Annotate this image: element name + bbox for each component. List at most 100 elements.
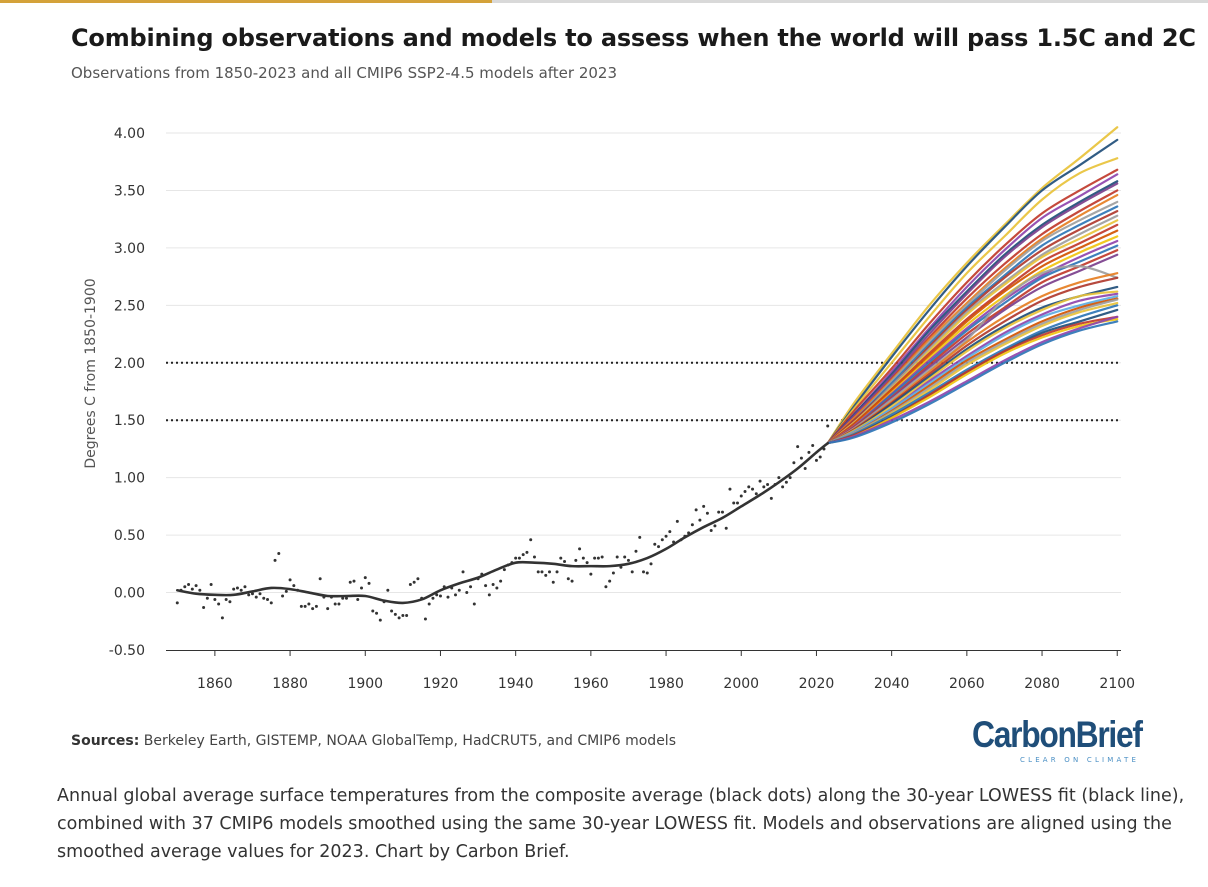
observation-dot bbox=[525, 550, 529, 554]
model-series-line bbox=[826, 265, 1119, 445]
observation-dot bbox=[566, 577, 570, 581]
carbon-brief-logo[interactable]: CarbonBrief CLEAR ON CLIMATE bbox=[972, 714, 1143, 766]
observation-dot bbox=[348, 580, 352, 584]
observation-dot bbox=[390, 609, 394, 613]
observation-dot bbox=[311, 607, 315, 611]
observation-dot bbox=[438, 594, 442, 598]
observation-dot bbox=[352, 579, 356, 583]
observation-dot bbox=[213, 597, 217, 601]
observation-dot bbox=[555, 570, 559, 574]
observation-dot bbox=[318, 577, 322, 581]
observation-dot bbox=[341, 596, 345, 600]
observation-dot bbox=[408, 583, 412, 587]
observation-dot bbox=[788, 476, 792, 480]
x-tick-label: 1940 bbox=[498, 676, 534, 692]
observation-dot bbox=[472, 602, 476, 606]
observation-dot bbox=[262, 596, 266, 600]
observation-dot bbox=[457, 588, 461, 592]
figure-caption: Annual global average surface temperatur… bbox=[57, 786, 1185, 862]
observation-dot bbox=[653, 542, 657, 546]
observation-dot bbox=[690, 523, 694, 527]
observation-dot bbox=[371, 609, 375, 613]
observation-dot bbox=[487, 593, 491, 597]
observation-dot bbox=[529, 538, 533, 542]
top-bar bbox=[0, 0, 1208, 3]
observation-dot bbox=[751, 487, 755, 491]
observation-dot bbox=[593, 556, 597, 560]
observation-dot bbox=[288, 578, 292, 582]
observation-dot bbox=[273, 558, 277, 562]
observation-dot bbox=[544, 573, 548, 577]
x-tick-label: 2100 bbox=[1099, 676, 1135, 692]
model-series-line bbox=[826, 304, 1119, 445]
observation-dot bbox=[724, 526, 728, 530]
observation-dot bbox=[799, 456, 803, 460]
x-tick-label: 2080 bbox=[1024, 676, 1060, 692]
observation-dot bbox=[762, 485, 766, 489]
observation-dot bbox=[461, 570, 465, 574]
observation-dot bbox=[397, 616, 401, 620]
observation-dot bbox=[375, 611, 379, 615]
observation-dot bbox=[427, 602, 431, 606]
observation-dot bbox=[709, 529, 713, 533]
observation-dot bbox=[814, 458, 818, 462]
y-tick-label: 3.00 bbox=[114, 241, 145, 257]
x-tick-label: 1860 bbox=[197, 676, 233, 692]
observation-dot bbox=[198, 588, 202, 592]
observation-dot bbox=[540, 570, 544, 574]
observation-dot bbox=[694, 508, 698, 512]
observation-dot bbox=[363, 576, 367, 580]
observation-dot bbox=[796, 445, 800, 449]
observation-dot bbox=[393, 612, 397, 616]
x-tick-label: 2020 bbox=[799, 676, 835, 692]
observation-dot bbox=[596, 556, 600, 560]
observation-dot bbox=[611, 571, 615, 575]
observation-dot bbox=[228, 600, 232, 604]
observation-dot bbox=[514, 556, 518, 560]
observation-dot bbox=[250, 592, 254, 596]
y-tick-label: 1.00 bbox=[114, 471, 145, 487]
sources-line: Sources: Berkeley Earth, GISTEMP, NOAA G… bbox=[71, 733, 676, 749]
observation-dot bbox=[224, 597, 228, 601]
observation-dot bbox=[664, 534, 668, 538]
observation-dot bbox=[623, 555, 627, 559]
observation-dot bbox=[619, 565, 623, 569]
observation-dot bbox=[232, 587, 236, 591]
logo-wordmark: CarbonBrief bbox=[972, 714, 1143, 755]
observation-dot bbox=[769, 496, 773, 500]
observation-dot bbox=[284, 589, 288, 593]
observation-dot bbox=[698, 518, 702, 522]
observation-dot bbox=[702, 504, 706, 508]
observation-dot bbox=[743, 489, 747, 493]
observation-dot bbox=[803, 466, 807, 470]
model-series-line bbox=[826, 290, 1119, 445]
observation-dot bbox=[333, 602, 337, 606]
observation-dot bbox=[378, 618, 382, 622]
observation-dot bbox=[717, 510, 721, 514]
observation-dot bbox=[412, 580, 416, 584]
observation-dot bbox=[431, 596, 435, 600]
observation-dot bbox=[578, 547, 582, 551]
observation-dot bbox=[190, 587, 194, 591]
x-tick-label: 1960 bbox=[573, 676, 609, 692]
observation-dot bbox=[668, 530, 672, 534]
observation-dot bbox=[416, 577, 420, 581]
observation-dot bbox=[209, 583, 213, 587]
y-tick-label: 4.00 bbox=[114, 126, 145, 142]
observation-dot bbox=[642, 570, 645, 574]
model-series-line bbox=[826, 168, 1119, 445]
model-series-line bbox=[826, 315, 1119, 445]
logo-tagline: CLEAR ON CLIMATE bbox=[1020, 756, 1140, 764]
model-series-line bbox=[826, 157, 1119, 445]
observation-dot bbox=[551, 580, 555, 584]
observation-dot bbox=[356, 597, 360, 601]
top-bar-accent bbox=[0, 0, 492, 3]
observation-dot bbox=[495, 586, 499, 590]
observation-dot bbox=[747, 485, 751, 489]
observation-dot bbox=[645, 571, 649, 575]
sources-label: Sources: bbox=[71, 733, 140, 749]
observation-dot bbox=[499, 579, 503, 583]
observation-dot bbox=[217, 602, 221, 606]
observation-dot bbox=[732, 501, 736, 505]
observation-dot bbox=[811, 443, 815, 447]
